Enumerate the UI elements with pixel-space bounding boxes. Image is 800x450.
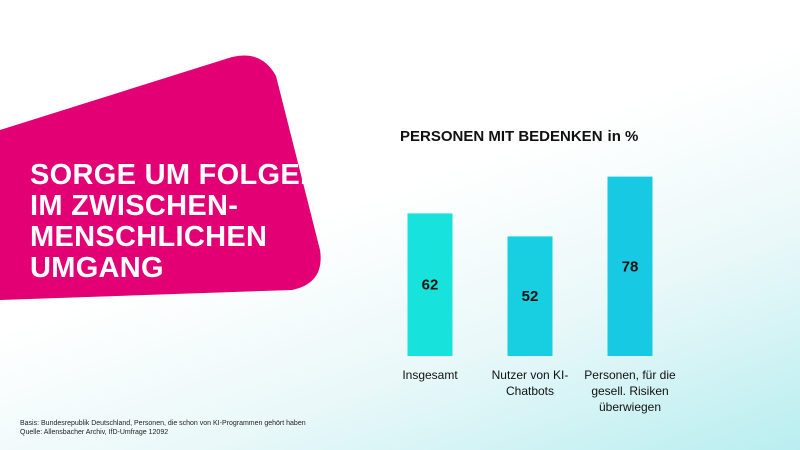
magenta-shape bbox=[0, 55, 321, 300]
chart-unit: in % bbox=[607, 128, 639, 145]
bar bbox=[507, 236, 553, 356]
category-label: Personen, für die bbox=[584, 368, 676, 382]
bar-value-label: 52 bbox=[522, 288, 539, 305]
chart-title: PERSONEN MIT BEDENKEN in % bbox=[400, 128, 638, 145]
category-label: Nutzer von KI- bbox=[492, 368, 569, 382]
bar bbox=[407, 213, 453, 356]
bar-value-label: 62 bbox=[422, 277, 439, 294]
bar-value-label: 78 bbox=[622, 258, 639, 275]
headline-line: SORGE UM FOLGEN bbox=[30, 159, 322, 191]
footnote-basis: Basis: Bundesrepublik Deutschland, Perso… bbox=[20, 420, 306, 427]
category-label: überwiegen bbox=[599, 400, 661, 414]
bar bbox=[607, 176, 653, 356]
headline-line: UMGANG bbox=[30, 252, 164, 284]
category-label: gesell. Risiken bbox=[591, 384, 668, 398]
headline-line: IM ZWISCHEN- bbox=[30, 190, 239, 222]
category-label: Insgesamt bbox=[402, 368, 458, 382]
footnote: Basis: Bundesrepublik Deutschland, Perso… bbox=[20, 419, 306, 437]
footnote-source: Quelle: Allensbacher Archiv, IfD-Umfrage… bbox=[20, 429, 169, 436]
headline: SORGE UM FOLGEN IM ZWISCHEN- MENSCHLICHE… bbox=[30, 159, 322, 284]
category-label: Chatbots bbox=[506, 384, 554, 398]
chart-title-text: PERSONEN MIT BEDENKEN bbox=[400, 128, 603, 145]
headline-line: MENSCHLICHEN bbox=[30, 221, 268, 253]
